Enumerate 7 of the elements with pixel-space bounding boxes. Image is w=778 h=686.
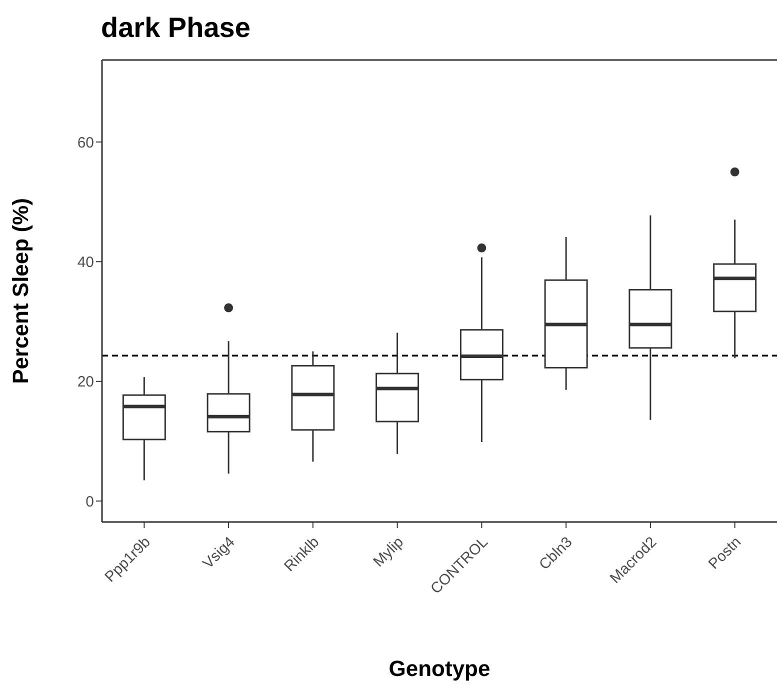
x-axis-title: Genotype — [388, 656, 490, 681]
y-tick-label: 60 — [77, 134, 94, 152]
y-axis-title: Percent Sleep (%) — [8, 198, 33, 384]
chart-title: dark Phase — [101, 12, 250, 44]
y-tick-label: 0 — [86, 493, 94, 510]
y-tick-label: 20 — [77, 374, 94, 391]
y-tick-label: 40 — [77, 254, 94, 271]
